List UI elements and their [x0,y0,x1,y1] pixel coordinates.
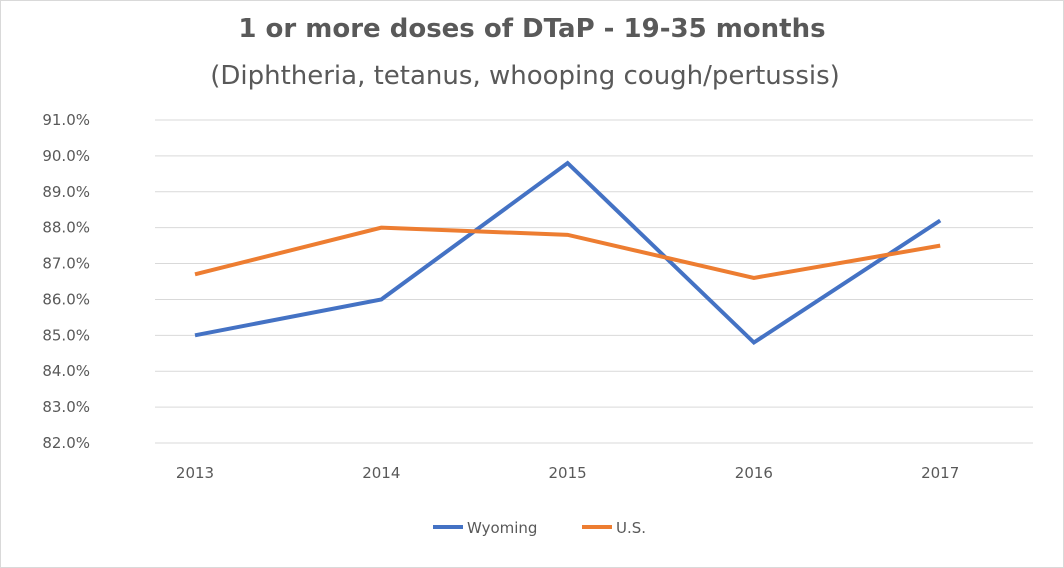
y-tick-label: 86.0% [42,290,90,308]
y-tick-label: 84.0% [42,362,90,380]
chart-subtitle: (Diphtheria, tetanus, whooping cough/per… [210,61,840,91]
y-tick-label: 82.0% [42,434,90,452]
x-tick-label: 2015 [549,464,587,482]
y-tick-label: 90.0% [42,147,90,165]
x-tick-label: 2013 [176,464,214,482]
x-tick-label: 2017 [921,464,959,482]
y-tick-label: 88.0% [42,219,90,237]
legend-label: U.S. [616,519,646,537]
chart-title: 1 or more doses of DTaP - 19-35 months [238,14,825,44]
series-line-wyoming [194,160,942,346]
y-tick-label: 87.0% [42,255,90,273]
x-tick-label: 2014 [362,464,400,482]
x-tick-label: 2016 [735,464,773,482]
y-tick-label: 85.0% [42,326,90,344]
y-tick-label: 91.0% [42,111,90,129]
y-tick-label: 89.0% [42,183,90,201]
legend-label: Wyoming [467,519,537,537]
series-line-u-s- [194,225,941,280]
y-tick-label: 83.0% [42,398,90,416]
